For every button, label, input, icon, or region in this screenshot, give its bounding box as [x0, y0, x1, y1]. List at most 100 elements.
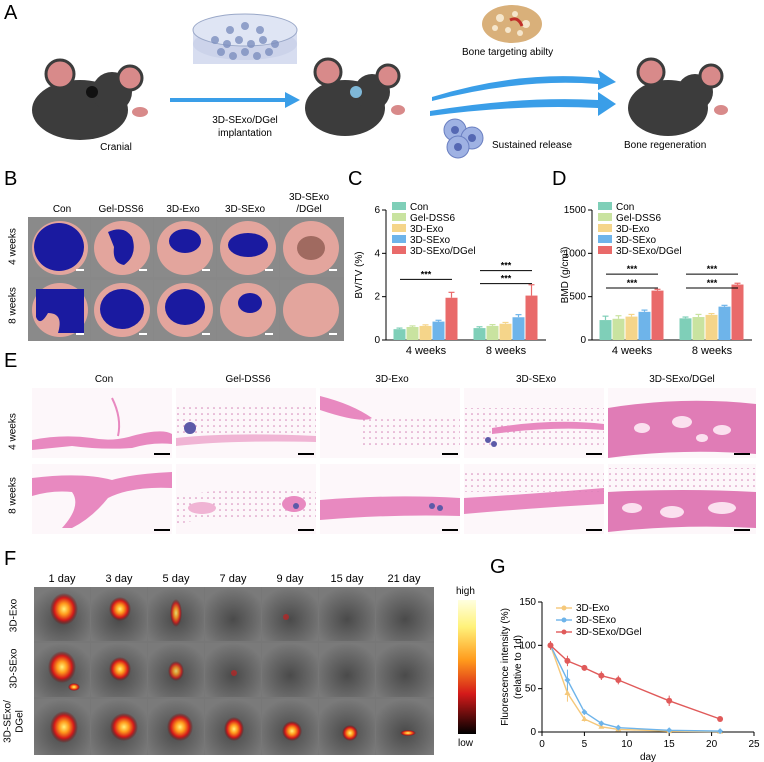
implant-label-line2: implantation	[218, 128, 272, 139]
data-point	[717, 728, 724, 735]
b-col-sexo: 3D-SExo	[224, 204, 265, 215]
bar	[599, 320, 612, 340]
significance-label: ***	[627, 278, 638, 288]
ct-sexo-4w	[217, 217, 279, 277]
bar	[473, 328, 486, 340]
bmd-bar-chart: 0 500 1000 1500 BMD (g/cm³) 4 weeks 8 weeks Con…	[560, 202, 752, 357]
b-col-exo: 3D-Exo	[166, 204, 200, 215]
legend-swatch	[392, 246, 406, 254]
he-con-8w	[32, 464, 172, 534]
significance-label: ***	[707, 264, 718, 274]
ct-gel-8w	[91, 280, 153, 341]
b-row-8w: 8 weeks	[7, 287, 19, 324]
sustained-release-label: Sustained release	[492, 140, 573, 151]
e-row-4w: 4 weeks	[7, 413, 19, 450]
he-con-4w	[32, 388, 172, 458]
cranial-label: Cranial	[100, 142, 132, 153]
x-tick-label: 25	[748, 739, 760, 750]
legend-swatch	[392, 224, 406, 232]
x-tick-label: 4 weeks	[612, 345, 653, 357]
data-point	[598, 672, 605, 679]
panel-e-label: E	[4, 350, 18, 372]
panel-c-label: C	[348, 168, 363, 190]
y-tick-label: 500	[569, 292, 586, 303]
ct-exo-4w	[154, 217, 216, 277]
legend-marker	[561, 617, 567, 623]
data-point	[581, 709, 588, 716]
ct-exo-8w	[154, 280, 216, 341]
legend-label: Gel-DSS6	[410, 213, 455, 224]
e-col-gel: Gel-DSS6	[225, 374, 271, 385]
ct-dgel-4w	[280, 217, 344, 277]
y-tick-label: 0	[374, 335, 380, 346]
legend-swatch	[598, 246, 612, 254]
he-exo-8w	[320, 464, 460, 534]
panel-g-label: G	[490, 556, 506, 578]
x-tick-label: 5	[582, 739, 588, 750]
data-point	[615, 677, 622, 683]
bar	[638, 311, 651, 340]
series-line	[550, 644, 721, 720]
y-tick-label: 0	[530, 727, 536, 738]
mouse-icon-implanted	[305, 57, 405, 136]
y-tick-label: 50	[525, 684, 537, 695]
f-day-5: 5 day	[162, 573, 190, 585]
y-tick-label: 1000	[564, 248, 587, 259]
y-tick-label: 2	[374, 292, 380, 303]
bar	[406, 327, 419, 340]
series-line	[549, 645, 721, 733]
bar	[731, 284, 744, 340]
b-col-con: Con	[52, 204, 72, 215]
bar	[679, 318, 692, 340]
implant-label-line1: 3D-SExo/DGel	[212, 115, 278, 126]
x-axis-label: day	[640, 752, 656, 762]
x-tick-label: 8 weeks	[692, 345, 733, 357]
legend-label: 3D-SExo/DGel	[616, 246, 682, 257]
ct-dgel-8w	[280, 280, 344, 341]
y-tick-label: 100	[519, 640, 536, 651]
series-line	[549, 645, 721, 732]
legend-marker	[561, 605, 567, 611]
data-point	[717, 716, 724, 722]
he-dgel-8w	[608, 464, 756, 534]
bar	[445, 297, 458, 340]
x-tick-label: 10	[621, 739, 633, 750]
e-col-exo: 3D-Exo	[375, 374, 409, 385]
x-tick-label: 4 weeks	[406, 345, 447, 357]
f-row-dgel-line1: 3D-SExo/	[2, 700, 14, 743]
x-tick-label: 8 weeks	[486, 345, 527, 357]
y-tick-label: 6	[374, 205, 380, 216]
f-row-dgel-line2: DGel	[14, 710, 26, 733]
legend-swatch	[598, 202, 612, 210]
he-sexo-4w	[464, 388, 604, 458]
bone-tissue-icon	[482, 5, 542, 43]
ct-con-4w	[28, 217, 90, 277]
ct-con-8w	[28, 280, 90, 341]
scaffold-icon	[192, 13, 298, 64]
b-col-gel: Gel-DSS6	[98, 204, 144, 215]
he-exo-4w	[320, 388, 460, 458]
bone-targeting-label: Bone targeting abilty	[462, 47, 554, 58]
panel-f-label: F	[4, 548, 17, 570]
y-axis-label: BMD (g/cm³)	[560, 247, 571, 304]
legend-swatch	[598, 213, 612, 221]
data-point	[547, 642, 554, 649]
bar	[651, 290, 664, 340]
legend-label: 3D-Exo	[616, 224, 650, 235]
legend-swatch	[392, 235, 406, 243]
data-point	[598, 720, 605, 727]
legend-label: 3D-SExo/DGel	[410, 246, 476, 257]
significance-label: ***	[501, 261, 512, 271]
ivis-tiles	[34, 587, 434, 755]
significance-label: ***	[501, 274, 512, 284]
legend-swatch	[392, 202, 406, 210]
legend-swatch	[392, 213, 406, 221]
panel-d-label: D	[552, 168, 567, 190]
y-axis-label-line2: (relative to 1d)	[513, 635, 524, 699]
bar	[692, 317, 705, 340]
significance-label: ***	[421, 269, 432, 279]
e-col-sexo: 3D-SExo	[515, 374, 556, 385]
legend-label: Con	[616, 202, 634, 213]
colorbar-high: high	[456, 586, 475, 597]
significance-label: ***	[627, 264, 638, 274]
